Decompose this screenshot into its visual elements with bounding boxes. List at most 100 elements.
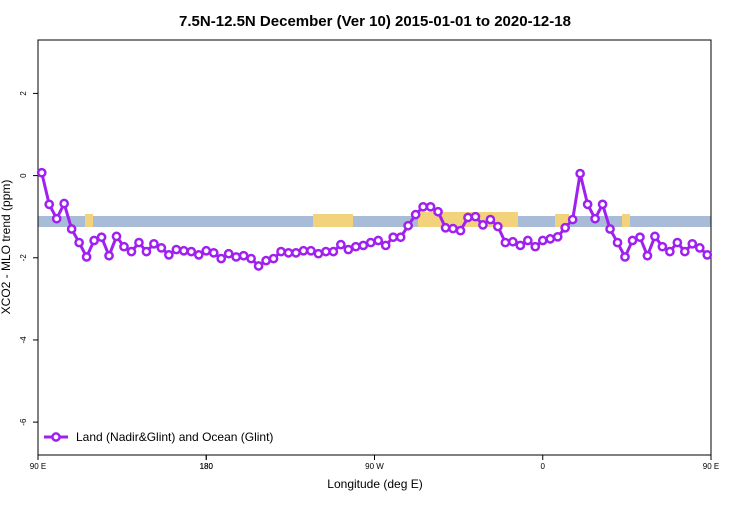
data-point — [388, 232, 399, 243]
data-point — [358, 240, 369, 251]
data-point — [193, 250, 204, 260]
data-point — [164, 250, 174, 260]
y-tick-label: 2 — [19, 91, 28, 96]
data-point — [448, 223, 458, 234]
data-point — [261, 255, 271, 266]
data-point — [216, 253, 227, 264]
data-point — [186, 246, 197, 257]
data-point — [321, 246, 331, 257]
data-point — [313, 248, 324, 259]
x-tick-label: 180 — [200, 462, 214, 471]
data-point — [605, 224, 615, 234]
data-point — [552, 231, 563, 242]
data-point — [463, 212, 473, 223]
x-tick-label: 180 — [200, 462, 214, 471]
data-point — [612, 237, 623, 248]
data-point — [156, 243, 167, 253]
data-point — [350, 241, 361, 252]
data-point — [74, 237, 84, 248]
data-point — [679, 246, 690, 257]
data-point — [433, 206, 443, 217]
x-tick-label: 90 E — [30, 462, 46, 471]
data-point — [507, 236, 518, 247]
data-point — [440, 222, 451, 233]
data-point — [66, 224, 77, 234]
data-point — [380, 240, 391, 251]
x-tick-label: 90 E — [703, 462, 719, 471]
data-point — [134, 237, 144, 248]
data-point — [59, 198, 70, 209]
data-point — [223, 248, 234, 259]
data-point — [283, 247, 294, 258]
data-point — [119, 241, 129, 252]
data-point — [485, 214, 496, 225]
legend-label: Land (Nadir&Glint) and Ocean (Glint) — [76, 430, 273, 444]
data-point — [126, 246, 137, 257]
data-point — [336, 239, 346, 250]
data-point — [365, 237, 376, 248]
data-point — [89, 235, 99, 246]
land-patch — [622, 214, 630, 227]
y-tick-label: -4 — [19, 336, 28, 344]
legend-marker — [51, 432, 61, 442]
data-point — [642, 250, 653, 261]
data-point — [171, 244, 182, 255]
data-point — [149, 238, 159, 249]
y-tick-label: 0 — [19, 173, 28, 178]
chart-title: 7.5N-12.5N December (Ver 10) 2015-01-01 … — [179, 13, 571, 30]
data-point — [373, 235, 384, 246]
data-point — [403, 220, 413, 231]
data-point — [104, 250, 114, 261]
data-point — [246, 253, 256, 264]
data-point — [395, 232, 406, 243]
data-point — [425, 201, 436, 212]
data-point — [530, 241, 541, 252]
data-point — [493, 221, 503, 232]
data-point — [665, 246, 675, 257]
data-point — [44, 199, 55, 210]
data-point — [276, 246, 286, 257]
data-point — [410, 209, 421, 220]
land-patch — [85, 214, 93, 227]
x-tick-label: 0 — [541, 462, 546, 471]
x-tick-label: 90 W — [365, 462, 384, 471]
data-point — [620, 252, 630, 262]
data-point — [500, 237, 511, 248]
data-point — [231, 252, 242, 262]
data-point — [515, 240, 526, 251]
data-point — [627, 235, 638, 246]
data-point — [36, 167, 47, 178]
y-axis-label: XCO2 - MLO trend (ppm) — [0, 180, 13, 315]
data-point — [455, 225, 466, 236]
land-patch — [313, 214, 353, 227]
data-point — [96, 232, 107, 243]
data-point — [545, 234, 556, 244]
data-point — [470, 211, 481, 222]
data-point — [590, 213, 600, 224]
data-point — [201, 245, 212, 256]
data-point — [51, 213, 62, 224]
data-point — [238, 250, 249, 261]
data-point — [328, 246, 339, 257]
data-point — [253, 261, 264, 271]
data-point — [702, 250, 713, 260]
data-point — [291, 247, 301, 258]
data-point — [657, 241, 668, 252]
data-point — [81, 252, 92, 262]
data-point — [567, 214, 578, 225]
data-point — [694, 243, 705, 253]
data-point — [111, 231, 122, 242]
data-point — [537, 235, 548, 246]
data-point — [268, 253, 279, 264]
data-point — [418, 201, 428, 212]
data-point — [306, 245, 316, 256]
data-point — [650, 231, 660, 242]
data-point — [672, 237, 683, 248]
data-point — [597, 199, 608, 210]
data-point — [687, 238, 698, 249]
ocean-band — [38, 216, 711, 227]
data-point — [343, 244, 354, 255]
data-point — [208, 247, 219, 258]
data-point — [575, 168, 585, 179]
